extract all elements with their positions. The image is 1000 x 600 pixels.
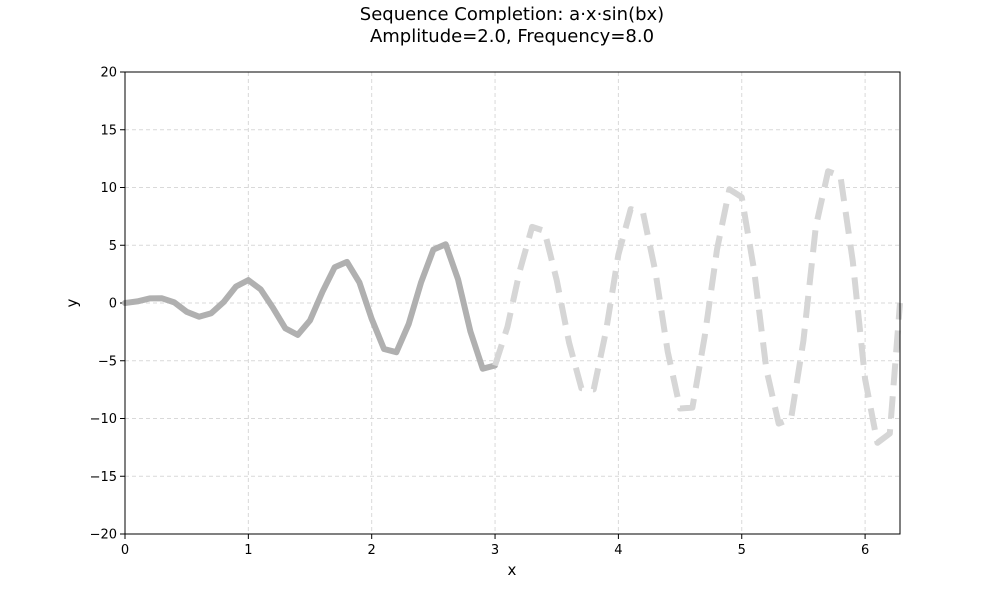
x-tick-label: 0 (121, 543, 129, 558)
y-tick-label: 20 (100, 66, 117, 81)
x-tick-label: 3 (491, 543, 499, 558)
x-axis-label: x (508, 561, 517, 579)
x-tick-label: 5 (738, 543, 746, 558)
y-tick-label: −5 (98, 354, 117, 369)
x-tick-label: 4 (614, 543, 622, 558)
y-tick-label: −10 (90, 412, 117, 427)
y-tick-label: 10 (100, 181, 117, 196)
y-tick-label: −15 (90, 470, 117, 485)
y-axis-label: y (63, 298, 81, 307)
x-tick-label: 2 (368, 543, 376, 558)
plot-frame (124, 71, 901, 535)
dashed-continuation-line (492, 168, 903, 446)
series (122, 168, 903, 446)
grid (124, 71, 900, 535)
chart-title-line1: Sequence Completion: a·x·sin(bx) (360, 4, 664, 25)
y-tick-label: −20 (90, 528, 117, 543)
x-tick-label: 6 (861, 543, 869, 558)
solid-sequence-line (122, 241, 498, 372)
x-tick-label: 1 (244, 543, 252, 558)
chart-title-line2: Amplitude=2.0, Frequency=8.0 (370, 26, 654, 47)
y-tick-label: 0 (109, 297, 117, 312)
y-tick-label: 15 (100, 123, 117, 138)
axis-ticks: 0 1 2 3 4 5 6 −20 −15 −10 −5 0 5 10 15 20 (90, 66, 870, 559)
y-tick-label: 5 (109, 239, 117, 254)
